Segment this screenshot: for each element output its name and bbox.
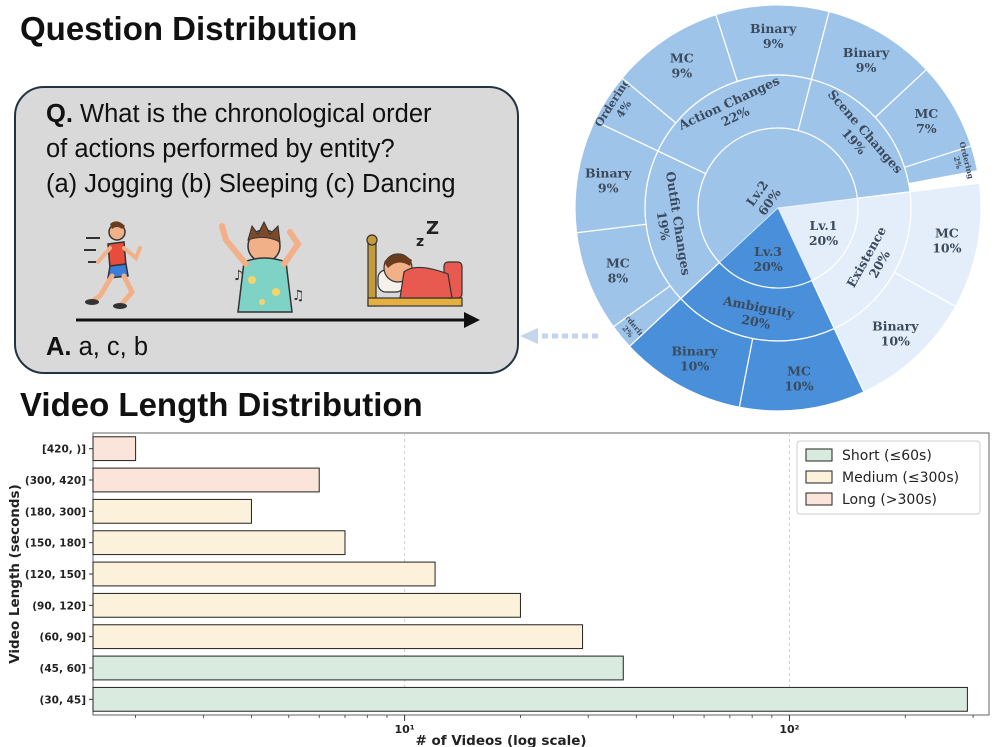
y-axis-label: Video Length (seconds) — [7, 484, 23, 664]
label-ambiguity-line: 20% — [740, 312, 772, 332]
label-existence-mc-line: 10% — [932, 241, 961, 256]
label-lv-1-line: 20% — [809, 233, 838, 248]
pointer-arrow-icon — [520, 328, 538, 344]
label-scene-changes-ordering-line: 2% — [952, 155, 964, 169]
bar-1 — [92, 655, 624, 681]
legend-label-long: Long (>300s) — [842, 492, 937, 508]
label-action-changes-binary-line: 9% — [763, 36, 784, 51]
y-tick-label: (45, 60] — [40, 663, 86, 675]
question-line-1: Q. What is the chronological order — [46, 100, 432, 129]
bar-7 — [92, 467, 320, 493]
label-existence-mc-line: MC — [935, 226, 959, 241]
legend-swatch-short — [805, 448, 833, 462]
x-axis-label: # of Videos (log scale) — [415, 733, 586, 747]
label-scene-changes-mc-line: MC — [914, 106, 938, 121]
legend-label-medium: Medium (≤300s) — [842, 470, 959, 486]
label-scene-changes-mc-line: 7% — [916, 121, 937, 136]
y-tick-label: [420, )] — [42, 444, 86, 456]
label-lv-3: Lv.320% — [753, 244, 782, 274]
label-lv-3-line: Lv.3 — [754, 244, 782, 259]
label-action-changes-mc-line: MC — [670, 50, 694, 65]
label-scene-changes-binary-line: 9% — [856, 60, 877, 75]
label-existence-binary-line: Binary — [872, 319, 919, 334]
question-distribution-title: Question Distribution — [20, 10, 358, 47]
sector-ambiguity-binary — [628, 297, 754, 408]
y-tick-label: (150, 180] — [25, 538, 86, 550]
label-action-changes-binary-line: Binary — [750, 21, 797, 36]
y-tick-label: (60, 90] — [40, 632, 86, 644]
legend-label-short: Short (≤60s) — [842, 448, 932, 464]
label-ambiguity-binary-line: Binary — [671, 343, 718, 358]
label-outfit-changes-mc: MC8% — [606, 256, 630, 286]
answer-prefix: A. — [46, 333, 72, 361]
label-outfit-changes-line: 19% — [654, 210, 673, 241]
bar-2 — [92, 624, 584, 650]
label-scene-changes-binary-line: Binary — [843, 45, 890, 60]
y-tick-label: (90, 120] — [32, 600, 86, 612]
bar-6 — [92, 498, 252, 524]
label-outfit-changes-mc-line: MC — [606, 256, 630, 271]
legend-box — [796, 440, 981, 515]
bar-8 — [92, 436, 137, 462]
label-lv-1-line: Lv.1 — [810, 218, 838, 233]
label-ambiguity-binary-line: 10% — [680, 358, 709, 373]
answer-text: a, c, b — [71, 333, 149, 361]
bar-0 — [92, 686, 968, 712]
label-scene-changes-mc: MC7% — [914, 106, 938, 136]
y-tick-label: (30, 45] — [40, 694, 86, 706]
video-length-distribution-title: Video Length Distribution — [20, 386, 423, 423]
label-outfit-changes-mc-line: 8% — [608, 271, 629, 286]
label-action-changes-mc: MC9% — [670, 50, 694, 80]
question-line-3: (a) Jogging (b) Sleeping (c) Dancing — [46, 170, 456, 198]
label-action-changes-mc-line: 9% — [672, 65, 693, 80]
legend-swatch-long — [805, 492, 833, 506]
label-outfit-changes-binary-line: Binary — [585, 165, 632, 180]
sector-scene-changes-ordering — [903, 145, 979, 185]
bar-5 — [92, 530, 346, 556]
label-outfit-changes-binary-line: 9% — [598, 180, 619, 195]
x-tick-label: 10¹ — [395, 723, 415, 736]
bar-4 — [92, 561, 436, 587]
y-tick-label: (120, 150] — [25, 569, 86, 581]
question-prefix: Q. — [46, 100, 73, 128]
bar-3 — [92, 592, 521, 618]
label-lv-3-line: 20% — [753, 259, 782, 274]
x-tick-label: 10² — [779, 723, 799, 736]
answer-line: A. a, c, b — [46, 333, 148, 362]
y-tick-label: (300, 420] — [25, 475, 86, 487]
question-line-2: of actions performed by entity? — [46, 135, 395, 163]
label-existence-binary-line: 10% — [881, 334, 910, 349]
question-text-1: What is the chronological order — [72, 100, 432, 128]
label-ambiguity-mc-line: MC — [787, 364, 811, 379]
y-tick-label: (180, 300] — [25, 506, 86, 518]
label-ambiguity-mc-line: 10% — [784, 379, 813, 394]
legend-swatch-medium — [805, 470, 833, 484]
label-lv-1: Lv.120% — [809, 218, 838, 248]
